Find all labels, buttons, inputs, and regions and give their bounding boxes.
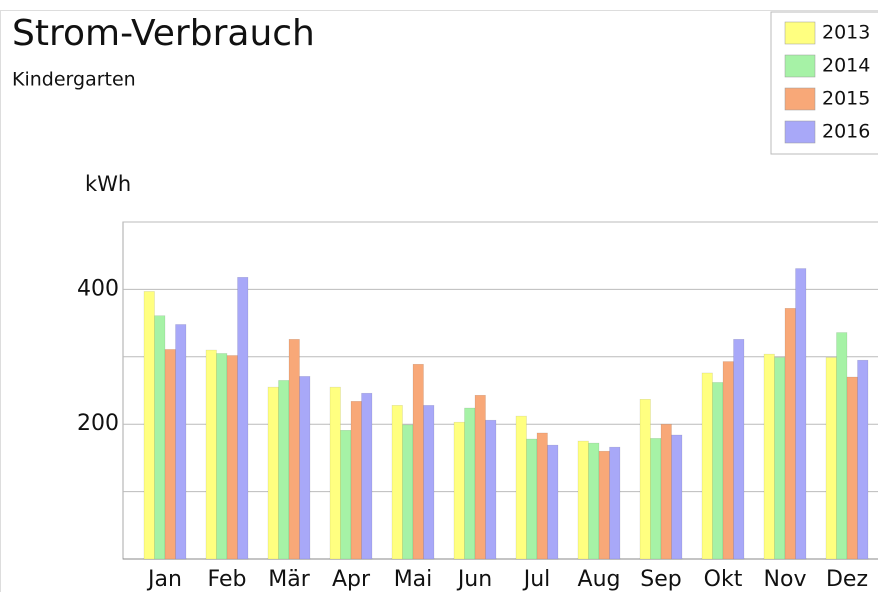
- bar: [329, 386, 341, 560]
- legend-swatch: [784, 21, 816, 45]
- bar: [722, 361, 734, 560]
- bar: [340, 430, 352, 560]
- bar: [299, 376, 311, 560]
- bar: [216, 353, 228, 560]
- bar: [598, 450, 610, 560]
- bar: [164, 349, 176, 560]
- bar: [515, 415, 527, 560]
- plot-area: [122, 221, 878, 560]
- chart-title: Strom-Verbrauch: [12, 13, 315, 54]
- bar: [774, 357, 786, 560]
- bar: [825, 357, 837, 560]
- bar: [671, 434, 683, 560]
- bar: [712, 382, 724, 560]
- bar: [536, 432, 548, 560]
- bar: [391, 405, 403, 560]
- legend-swatch: [784, 120, 816, 144]
- bar: [423, 405, 435, 560]
- frame: [0, 10, 878, 592]
- y-tick-label: 200: [77, 411, 119, 436]
- bar: [267, 386, 279, 560]
- bar: [836, 332, 848, 560]
- bar: [547, 444, 559, 560]
- bar: [795, 268, 807, 560]
- bar: [474, 394, 486, 560]
- bar: [175, 324, 187, 560]
- bar: [350, 401, 362, 560]
- y-tick-label: 400: [77, 276, 119, 301]
- bar: [763, 353, 775, 560]
- bar: [588, 442, 600, 560]
- bar: [846, 376, 858, 560]
- bar: [464, 407, 476, 560]
- bar: [609, 446, 621, 560]
- legend-label: 2015: [822, 88, 870, 110]
- bar: [205, 349, 217, 560]
- bar: [526, 438, 538, 560]
- bar: [485, 419, 497, 560]
- x-tick-label: Jul: [522, 567, 551, 592]
- bar: [154, 315, 166, 560]
- bar: [288, 339, 300, 560]
- legend-label: 2016: [822, 121, 870, 143]
- x-tick-label: Nov: [764, 567, 807, 592]
- x-tick-label: Mai: [394, 567, 433, 592]
- x-tick-label: Aug: [578, 567, 621, 592]
- bar: [857, 359, 869, 560]
- chart-subtitle: Kindergarten: [12, 69, 136, 91]
- x-tick-label: Jan: [146, 567, 182, 592]
- bar: [660, 423, 672, 560]
- bar: [650, 438, 662, 560]
- legend-label: 2013: [822, 22, 870, 44]
- x-tick-label: Jun: [456, 567, 492, 592]
- bar: [143, 291, 155, 560]
- legend-swatch: [784, 54, 816, 78]
- x-tick-label: Apr: [332, 567, 371, 592]
- legend-label: 2014: [822, 55, 870, 77]
- bar: [784, 308, 796, 560]
- bar: [453, 421, 465, 560]
- x-tick-label: Okt: [704, 567, 743, 592]
- bar: [237, 277, 249, 560]
- x-tick-label: Sep: [640, 567, 681, 592]
- bar: [412, 363, 424, 560]
- bar: [639, 399, 651, 560]
- bar: [278, 380, 290, 560]
- x-tick-label: Mär: [268, 567, 310, 592]
- bar: [361, 392, 373, 560]
- x-tick-label: Dez: [826, 567, 868, 592]
- x-tick-label: Feb: [208, 567, 247, 592]
- bar: [577, 440, 589, 560]
- y-axis-label: kWh: [85, 172, 131, 196]
- bar: [402, 424, 414, 560]
- bar: [733, 339, 745, 560]
- bar: [701, 372, 713, 560]
- legend-swatch: [784, 87, 816, 111]
- bar: [226, 355, 238, 560]
